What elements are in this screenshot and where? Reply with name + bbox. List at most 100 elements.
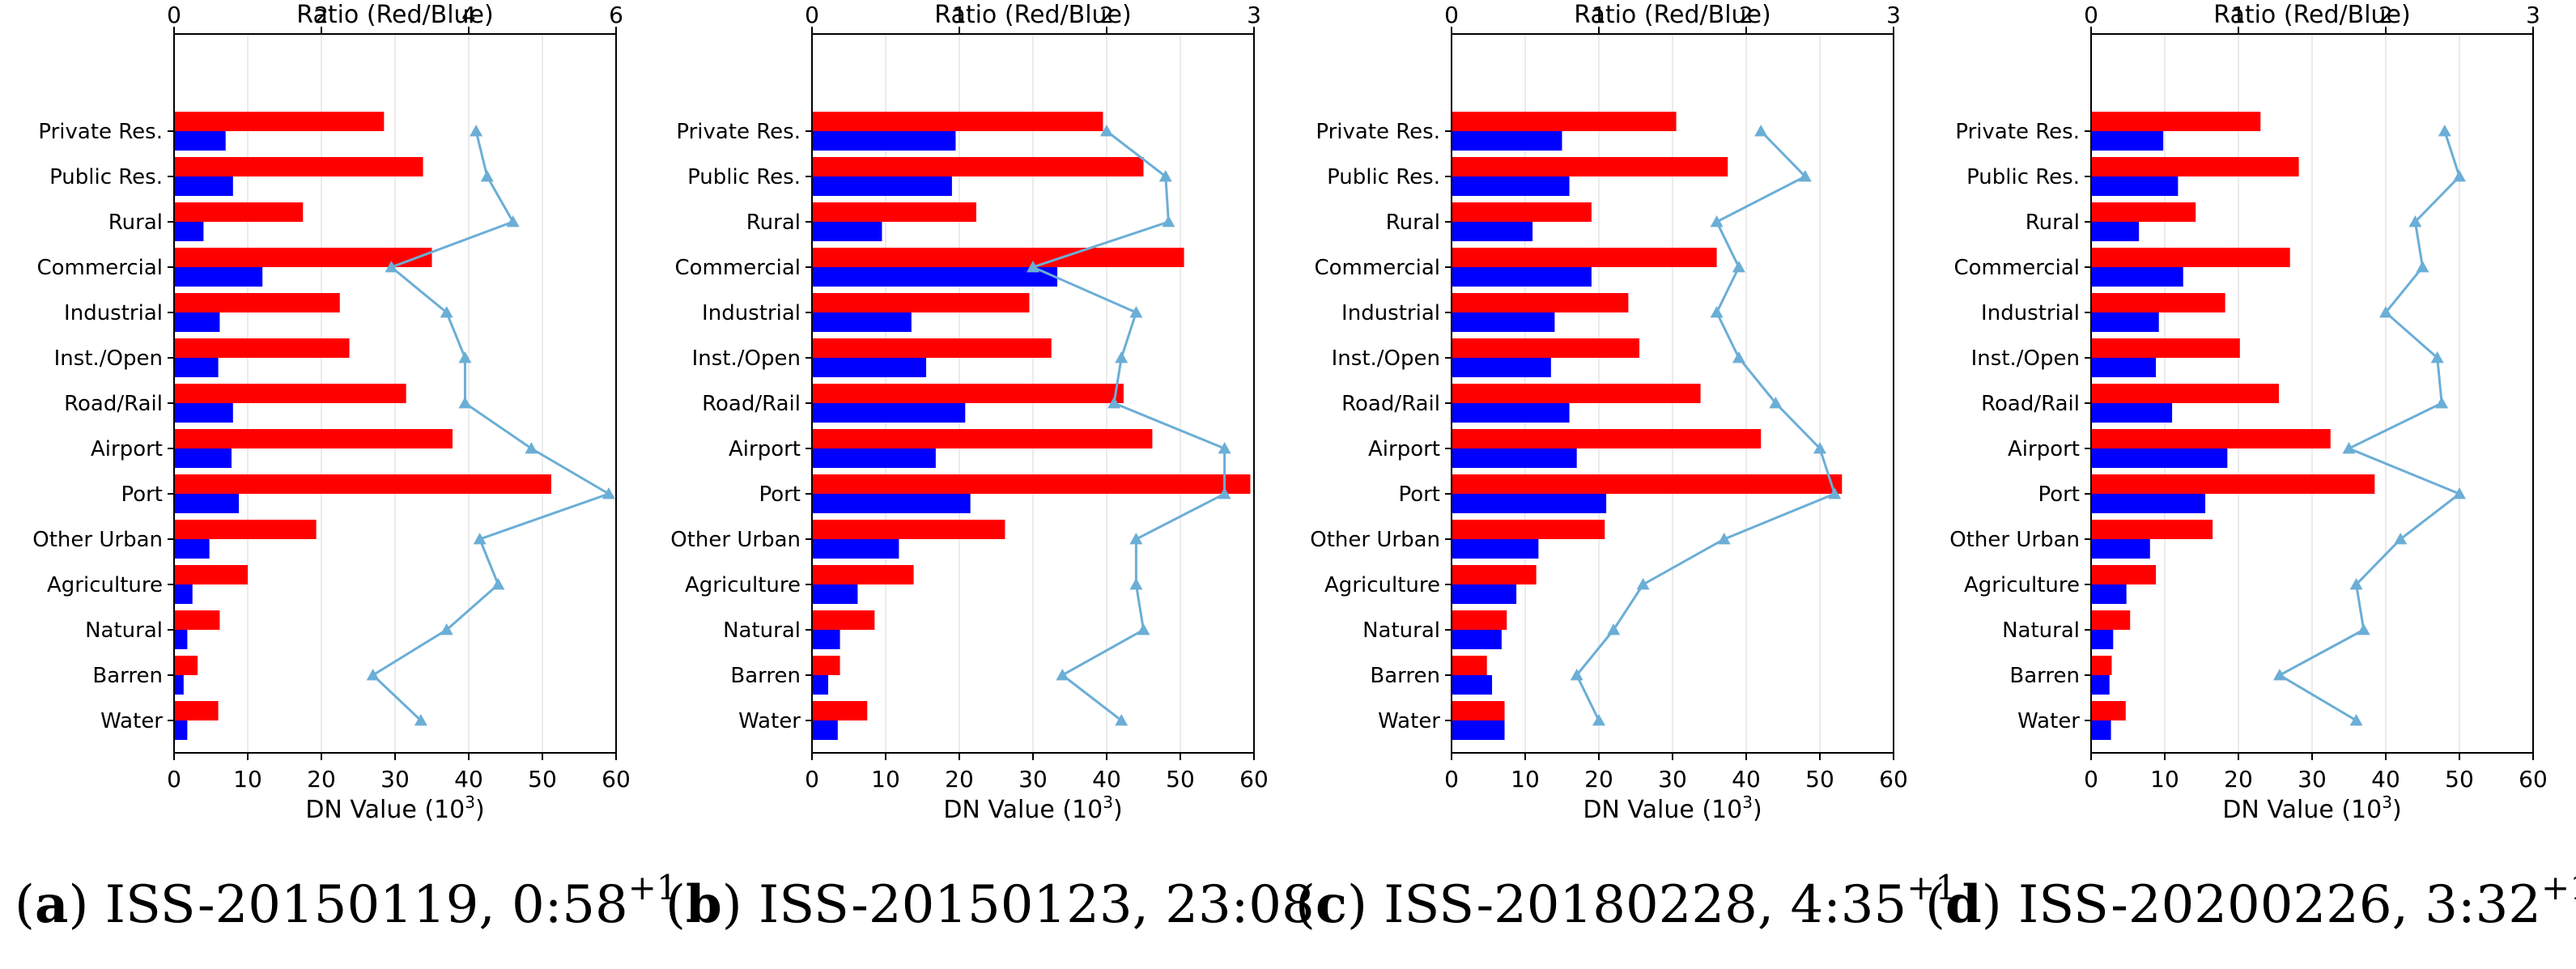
bar-blue-5: [2091, 358, 2157, 377]
category-label: Natural: [723, 618, 801, 643]
bar-red-2: [812, 202, 976, 222]
x-axis-title: DN Value (103): [2222, 793, 2401, 824]
x-axis-title-end: ): [475, 796, 485, 824]
bar-blue-2: [1452, 222, 1533, 241]
category-label: Rural: [746, 210, 801, 235]
bar-red-7: [174, 429, 453, 448]
x-tick-label: 0: [805, 766, 819, 793]
top-tick-label: 1: [952, 2, 967, 28]
top-axis-title: Ratio (Red/Blue): [1574, 1, 1770, 29]
top-axis-title: Ratio (Red/Blue): [2213, 1, 2410, 29]
x-axis-title: DN Value (103): [1583, 793, 1762, 824]
chart-panel-b: Private Res. Public Res. Rural Commercial In…: [670, 1, 1269, 824]
bar-blue-5: [174, 358, 219, 377]
bar-red-12: [812, 656, 840, 675]
x-tick-label: 60: [1239, 766, 1269, 793]
bar-blue-9: [2091, 539, 2150, 559]
ratio-line: [1575, 130, 1837, 721]
category-label: Private Res.: [1316, 120, 1440, 144]
x-tick-label: 40: [2371, 766, 2400, 793]
ratio-marker-2: [1710, 215, 1724, 227]
category-label: Port: [759, 482, 801, 507]
bar-blue-4: [1452, 312, 1555, 332]
ratio-marker-6: [1107, 397, 1121, 409]
bar-blue-0: [174, 131, 226, 151]
ratio-marker-6: [458, 397, 472, 409]
x-tick-label: 0: [1444, 766, 1459, 793]
bar-blue-4: [174, 312, 220, 332]
bar-red-8: [1452, 474, 1843, 494]
category-label: Road/Rail: [64, 392, 163, 416]
bar-red-0: [1452, 112, 1677, 131]
bar-red-9: [812, 520, 1005, 539]
category-label: Agriculture: [47, 573, 163, 597]
top-tick-label: 0: [1444, 2, 1459, 28]
ratio-marker-8: [601, 487, 615, 499]
x-tick-label: 30: [2298, 766, 2327, 793]
ratio-line: [1029, 130, 1226, 722]
bar-blue-9: [174, 539, 210, 559]
bar-red-11: [812, 610, 875, 630]
caption-c: (c) ISS-20180228, 4:35+1: [1295, 868, 1958, 936]
bar-red-13: [2091, 701, 2126, 720]
top-tick-label: 0: [167, 2, 181, 28]
bar-blue-11: [174, 630, 188, 649]
bar-blue-3: [2091, 267, 2183, 287]
bar-red-5: [1452, 338, 1640, 358]
bar-blue-10: [174, 584, 193, 604]
ratio-marker-11: [1607, 623, 1621, 635]
bar-blue-12: [1452, 675, 1493, 695]
caption-d-sup: +1: [2541, 868, 2576, 907]
category-label: Barren: [92, 664, 163, 688]
bar-blue-12: [812, 675, 829, 695]
ratio-marker-8: [2453, 487, 2466, 499]
ratio-marker-9: [1129, 533, 1143, 545]
bar-red-12: [1452, 656, 1487, 675]
ratio-marker-5: [1115, 351, 1129, 363]
ratio-marker-10: [1129, 578, 1143, 590]
category-label: Road/Rail: [1981, 392, 2080, 416]
ratio-marker-0: [470, 125, 483, 137]
ratio-marker-9: [2394, 533, 2408, 545]
bar-red-4: [2091, 293, 2225, 312]
bar-red-10: [812, 565, 914, 584]
bar-blue-1: [2091, 176, 2179, 196]
x-tick-label: 10: [2150, 766, 2179, 793]
x-axis-title-main: DN Value (10: [305, 796, 465, 824]
ratio-marker-1: [1158, 170, 1172, 182]
x-tick-label: 60: [2519, 766, 2548, 793]
category-label: Port: [1398, 482, 1440, 507]
ratio-marker-7: [1813, 442, 1826, 454]
category-label: Inst./Open: [1971, 346, 2080, 371]
caption-b: (b) ISS-20150123, 23:08: [665, 874, 1315, 935]
bar-blue-11: [2091, 630, 2114, 649]
category-label: Private Res.: [676, 120, 801, 144]
bar-blue-1: [1452, 176, 1570, 196]
category-label: Public Res.: [1966, 165, 2080, 189]
bar-blue-8: [174, 494, 240, 513]
bar-blue-2: [2091, 222, 2140, 241]
x-tick-label: 0: [167, 766, 181, 793]
category-label: Rural: [2026, 210, 2080, 235]
x-axis-title-main: DN Value (10: [2222, 796, 2382, 824]
x-tick-label: 30: [1658, 766, 1687, 793]
bar-red-9: [2091, 520, 2213, 539]
category-label: Airport: [2008, 437, 2080, 461]
bar-blue-0: [2091, 131, 2164, 151]
ratio-marker-13: [414, 714, 427, 726]
caption-d-text: ISS-20200226, 3:32: [2018, 875, 2541, 935]
category-label: Public Res.: [1327, 165, 1440, 189]
category-label: Other Urban: [670, 528, 801, 552]
x-tick-label: 20: [2224, 766, 2253, 793]
ratio-marker-12: [366, 669, 380, 681]
category-label: Natural: [1362, 618, 1440, 643]
bar-blue-4: [2091, 312, 2159, 332]
category-label: Agriculture: [685, 573, 801, 597]
bar-red-2: [174, 202, 304, 222]
bar-blue-0: [1452, 131, 1562, 151]
bar-red-6: [174, 384, 406, 403]
category-label: Road/Rail: [702, 392, 801, 416]
ratio-marker-0: [1100, 125, 1113, 137]
